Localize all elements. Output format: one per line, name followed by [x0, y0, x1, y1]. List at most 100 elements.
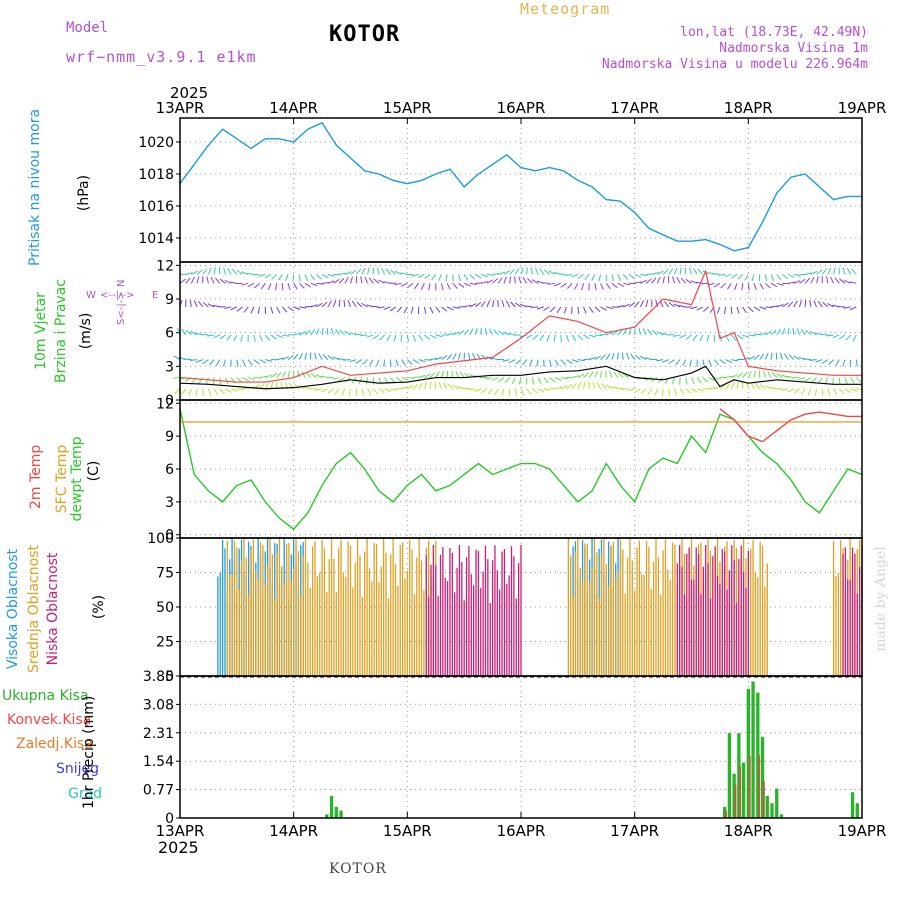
wind-barb — [782, 273, 789, 280]
wind-barb — [788, 354, 795, 360]
wind-barb — [469, 328, 474, 336]
wind-barb — [472, 353, 476, 360]
wind-barb — [515, 359, 522, 365]
wind-barb — [412, 376, 421, 379]
wind-barb — [810, 270, 818, 275]
wind-barb — [574, 283, 579, 290]
wind-barb — [459, 371, 465, 378]
wind-barb — [690, 306, 698, 310]
wind-barb — [651, 271, 659, 275]
x-tick-label-bottom: 15APR — [383, 822, 432, 840]
wind-barb — [793, 273, 801, 277]
wind-barb — [814, 388, 818, 396]
wind-barb — [830, 276, 835, 284]
wind-barb — [469, 303, 477, 308]
wind-barb — [253, 359, 260, 365]
precip-total-bar — [765, 795, 769, 818]
wind-barb — [560, 359, 566, 366]
wind-barb — [727, 283, 732, 290]
precip-legend-grad: Grad — [68, 786, 103, 802]
wind-barb — [475, 301, 482, 308]
wind-barb — [526, 334, 533, 339]
wind-barb — [435, 306, 441, 313]
wind-barb — [647, 388, 653, 395]
wind-barb — [321, 301, 328, 308]
wind-barb — [281, 306, 288, 313]
wind-barb — [588, 371, 594, 378]
wind-barb — [514, 302, 522, 308]
wind-barb — [532, 334, 539, 341]
wind-barb — [835, 359, 840, 366]
wind-barb — [469, 273, 476, 280]
wind-barb — [656, 331, 664, 336]
wind-barb — [376, 267, 380, 275]
wind-barb — [181, 388, 187, 395]
wind-barb — [810, 276, 815, 284]
wind-barb — [247, 282, 255, 288]
wind-barb — [383, 359, 386, 367]
wind-barb — [522, 359, 528, 366]
wind-barb — [417, 273, 425, 279]
model-label: Model — [66, 20, 109, 36]
wind-barb — [389, 377, 396, 383]
wind-barb — [190, 359, 198, 362]
wind-barb — [764, 352, 769, 360]
wind-barb — [355, 268, 362, 275]
wind-barb — [480, 388, 488, 394]
wind-barb — [463, 274, 469, 281]
wind-barb — [252, 273, 260, 276]
wind-barb — [223, 359, 226, 367]
wind-barb — [565, 273, 573, 277]
wind-barb — [214, 277, 221, 284]
wind-barb — [429, 381, 432, 389]
wind-barb — [257, 306, 261, 314]
wind-barb — [435, 356, 443, 361]
wind-barb — [682, 359, 687, 367]
wind-barb — [293, 353, 299, 360]
wind-barb — [260, 283, 266, 290]
wind-barb — [725, 375, 733, 379]
svg-text:S<-|->: S<-|-> — [116, 291, 127, 325]
wind-barb — [330, 328, 334, 336]
wind-barb — [793, 300, 798, 308]
wind-barb — [855, 359, 858, 367]
wind-barb — [195, 388, 198, 396]
wind-barb — [407, 282, 414, 289]
precip-total-bar — [722, 806, 727, 818]
wind-barb — [293, 306, 301, 310]
wind-barb — [765, 330, 772, 336]
wind-barb — [202, 388, 204, 396]
wind-barb — [264, 334, 271, 341]
wind-barb — [583, 334, 590, 340]
wind-barb — [548, 282, 556, 285]
wind-barb — [510, 301, 516, 308]
wind-barb — [600, 354, 606, 360]
wind-barb — [458, 352, 461, 360]
wind-barb — [285, 274, 289, 282]
wind-barb — [236, 359, 239, 367]
precip-conv-bar — [724, 810, 727, 818]
wind-barb — [384, 388, 392, 392]
wind-barb — [248, 377, 256, 381]
wind-barb — [634, 354, 641, 360]
wind-barb — [424, 273, 431, 280]
wind-barb — [600, 283, 604, 290]
wind-barb — [849, 359, 852, 367]
wind-barb — [321, 388, 328, 393]
wind-barb — [708, 387, 716, 390]
wind-barb — [800, 388, 806, 395]
wind-barb — [685, 377, 688, 385]
wind-barb — [299, 306, 307, 309]
wind-barb — [536, 306, 544, 310]
wind-barb — [332, 377, 340, 380]
wind-barb — [327, 273, 335, 277]
wind-barb — [446, 370, 449, 378]
wind-barb — [845, 334, 852, 341]
wind-barb — [206, 276, 209, 284]
wind-barb — [304, 282, 312, 288]
wind-barb — [467, 352, 471, 360]
svg-text:E: E — [152, 290, 158, 301]
wind-barb — [452, 353, 457, 360]
wind-barb — [207, 267, 212, 275]
wind-barb — [315, 388, 323, 391]
